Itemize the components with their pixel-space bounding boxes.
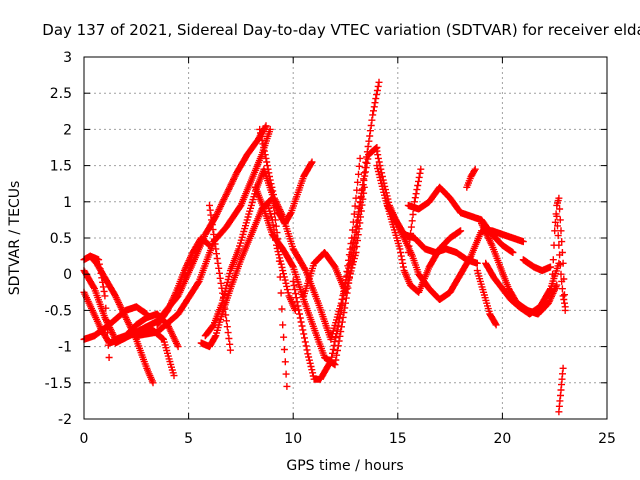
series-plus-markers <box>463 165 479 191</box>
series-arc-7 <box>132 125 274 340</box>
y-axis-label: SDTVAR / TECUs <box>7 181 23 296</box>
series-arc-14 <box>264 201 299 314</box>
axis-ticks: 0 5 10 15 20 25 -2 -1.5 -1 -0.5 0 0.5 1 1.5 2 2.5 3 <box>45 50 616 447</box>
x-tick-label: 25 <box>598 431 616 447</box>
y-tick-label: 0 <box>63 267 72 283</box>
series-plus-markers <box>404 183 517 256</box>
series-plus-markers <box>264 201 299 314</box>
series-plus-markers <box>86 252 113 361</box>
series-plus-markers <box>555 364 567 416</box>
x-tick-label: 0 <box>80 431 89 447</box>
x-tick-label: 20 <box>493 431 511 447</box>
series-plus-markers <box>519 256 554 275</box>
series-arc-28 <box>553 212 569 311</box>
series-arc-20 <box>404 183 517 256</box>
series-arc-19 <box>383 201 527 303</box>
x-tick-label: 15 <box>389 431 407 447</box>
series-arc-26 <box>519 256 554 275</box>
y-tick-label: -0.5 <box>45 303 72 319</box>
y-tick-label: -2 <box>58 412 72 428</box>
series-arc-5 <box>86 252 113 361</box>
y-tick-label: -1.5 <box>45 376 72 392</box>
series-arc-21 <box>404 165 425 256</box>
x-tick-label: 10 <box>284 431 302 447</box>
y-tick-label: 1.5 <box>50 159 72 175</box>
series-arc-16 <box>300 183 368 300</box>
chart-title: Day 137 of 2021, Sidereal Day-to-day VTE… <box>42 21 640 39</box>
y-tick-label: 1 <box>63 195 72 211</box>
series-arc-27 <box>549 194 569 314</box>
series-plus-markers <box>553 212 569 311</box>
x-tick-label: 5 <box>184 431 193 447</box>
series-plus-markers <box>132 125 274 340</box>
series-plus-markers <box>383 201 527 303</box>
series-plus-markers <box>300 183 368 300</box>
series-plus-markers <box>549 194 569 314</box>
y-tick-label: 2 <box>63 122 72 138</box>
x-axis-label: GPS time / hours <box>286 458 403 474</box>
y-tick-label: -1 <box>58 340 72 356</box>
series-arc-25 <box>473 267 500 329</box>
series-arc-22 <box>463 165 479 191</box>
series-plus-markers <box>404 165 425 256</box>
series-arc-29 <box>555 364 567 416</box>
series-plus-markers <box>473 267 500 329</box>
data-marks <box>80 78 569 416</box>
series-arc-24 <box>482 259 563 318</box>
series-plus-markers <box>206 201 234 354</box>
y-tick-label: 0.5 <box>50 231 72 247</box>
y-tick-label: 2.5 <box>50 86 72 102</box>
y-tick-label: 3 <box>63 50 72 66</box>
series-arc-11 <box>206 201 234 354</box>
series-arc-8 <box>153 234 213 329</box>
series-plus-markers <box>153 234 213 329</box>
series-plus-markers <box>482 259 563 318</box>
